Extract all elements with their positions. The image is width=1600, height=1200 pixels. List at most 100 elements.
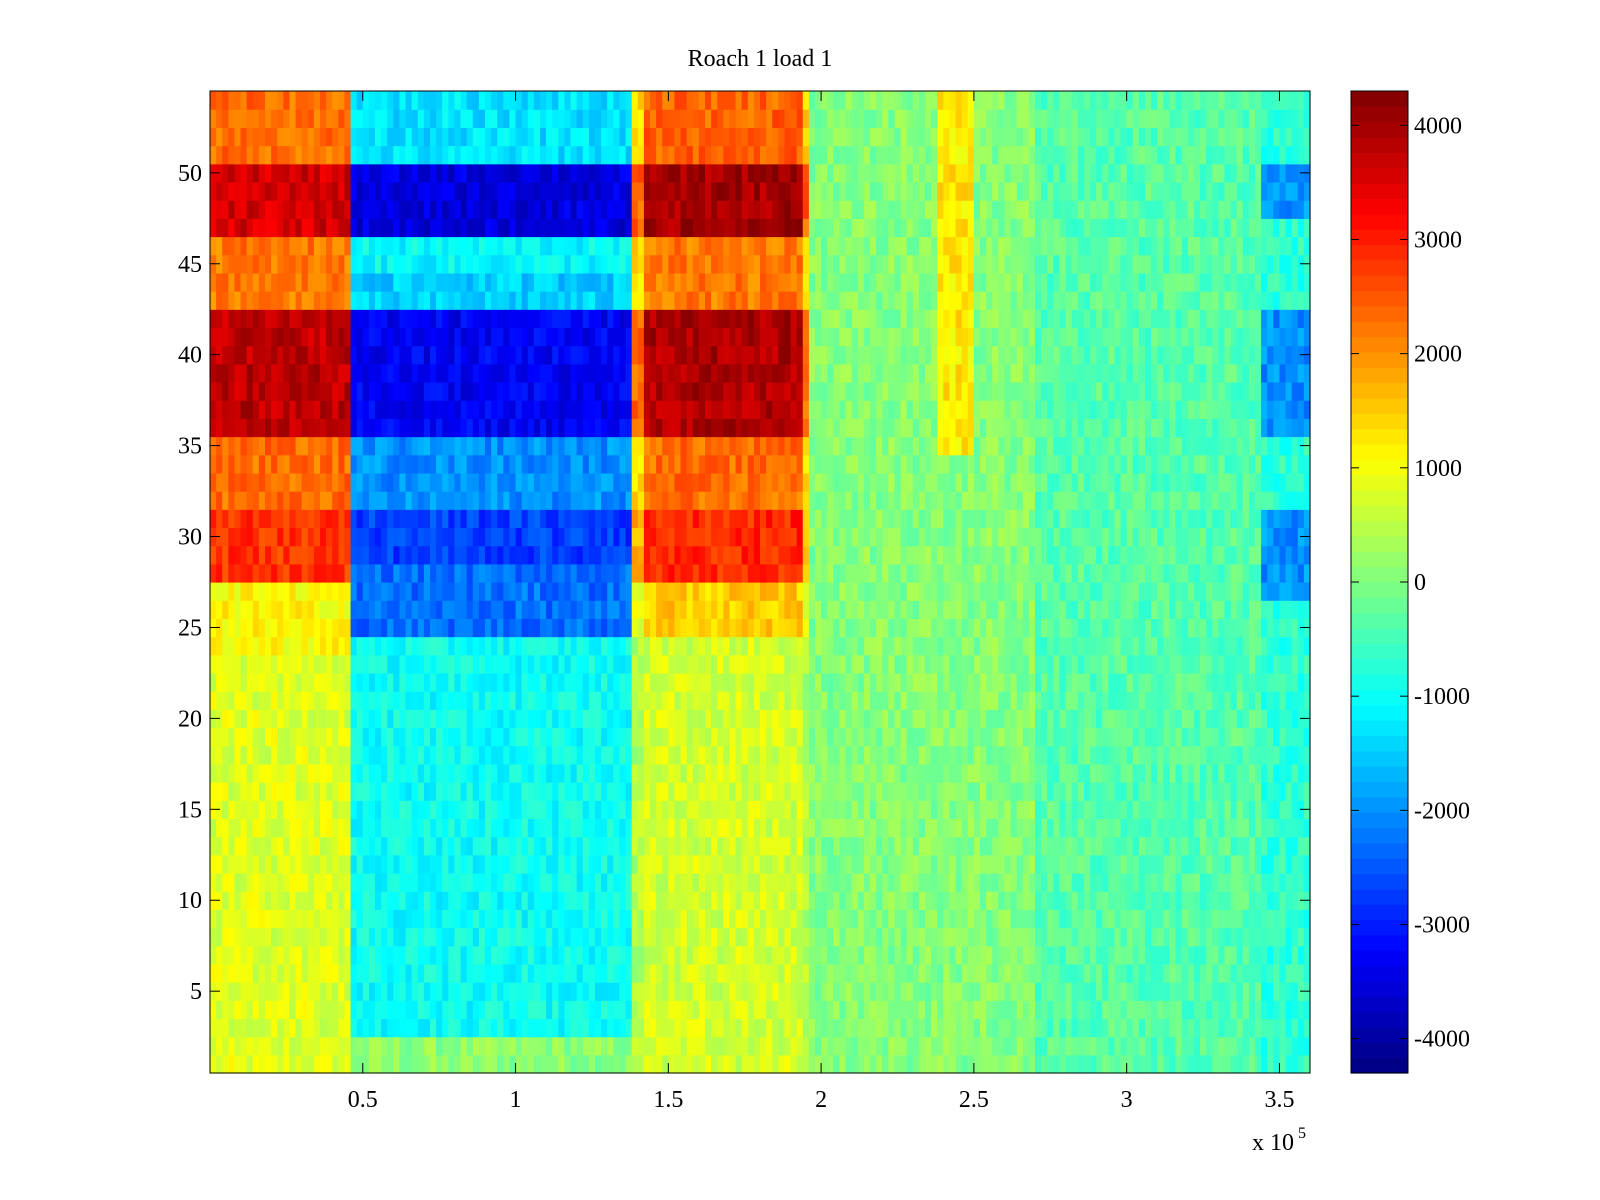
heatmap-cell xyxy=(1261,872,1268,892)
heatmap-cell xyxy=(1090,582,1097,601)
heatmap-cell xyxy=(815,854,822,874)
heatmap-cell xyxy=(1102,727,1109,747)
heatmap-cell xyxy=(466,818,474,838)
heatmap-cell xyxy=(283,709,291,729)
heatmap-cell xyxy=(1090,963,1097,983)
heatmap-cell xyxy=(222,872,229,892)
heatmap-cell xyxy=(338,1000,346,1020)
heatmap-cell xyxy=(711,563,718,583)
heatmap-cell xyxy=(674,654,682,674)
heatmap-cell xyxy=(1053,672,1061,692)
heatmap-cell xyxy=(313,782,321,801)
heatmap-cell xyxy=(772,727,779,747)
heatmap-cell xyxy=(1255,745,1262,765)
heatmap-cell xyxy=(1077,763,1085,783)
heatmap-cell xyxy=(1016,709,1024,729)
heatmap-cell xyxy=(717,582,724,601)
heatmap-cell xyxy=(222,1054,229,1074)
heatmap-cell xyxy=(906,854,914,874)
heatmap-cell xyxy=(821,927,828,947)
heatmap-cell xyxy=(961,909,969,929)
heatmap-cell xyxy=(1132,782,1140,801)
heatmap-cell xyxy=(540,800,547,820)
heatmap-cell xyxy=(686,854,694,874)
heatmap-cell xyxy=(521,563,529,583)
heatmap-cell xyxy=(906,672,914,692)
heatmap-cell xyxy=(1114,872,1122,892)
heatmap-cell xyxy=(1065,1036,1073,1056)
heatmap-cell xyxy=(289,1018,297,1038)
heatmap-cell xyxy=(857,963,865,983)
heatmap-cell xyxy=(564,1018,572,1038)
heatmap-cell xyxy=(289,872,297,892)
heatmap-cell xyxy=(1279,654,1287,674)
heatmap-cell xyxy=(466,909,474,929)
heatmap-cell xyxy=(802,818,810,838)
heatmap-cell xyxy=(980,782,987,801)
heatmap-cell xyxy=(332,691,339,710)
heatmap-cell xyxy=(1071,691,1079,710)
heatmap-cell xyxy=(918,963,926,983)
heatmap-cell xyxy=(1047,654,1054,674)
heatmap-cell xyxy=(216,909,223,929)
heatmap-cell xyxy=(1248,763,1256,783)
heatmap-cell xyxy=(1187,654,1195,674)
heatmap-cell xyxy=(332,836,339,856)
heatmap-cell xyxy=(656,963,663,983)
heatmap-cell xyxy=(582,854,590,874)
heatmap-cell xyxy=(301,927,309,947)
heatmap-cell xyxy=(668,727,676,747)
heatmap-cell xyxy=(980,654,987,674)
heatmap-cell xyxy=(1035,745,1042,765)
heatmap-cell xyxy=(967,1036,975,1056)
heatmap-cell xyxy=(857,654,865,674)
heatmap-cell xyxy=(1047,709,1054,729)
heatmap-cell xyxy=(1096,727,1103,747)
heatmap-cell xyxy=(1041,1036,1048,1056)
heatmap-cell xyxy=(674,872,682,892)
heatmap-cell xyxy=(827,1000,834,1020)
heatmap-cell xyxy=(356,1000,364,1020)
heatmap-cell xyxy=(472,691,480,710)
heatmap-cell xyxy=(619,600,627,619)
heatmap-cell xyxy=(662,1000,669,1020)
heatmap-cell xyxy=(876,582,883,601)
heatmap-cell xyxy=(741,745,749,765)
heatmap-cell xyxy=(1169,1000,1177,1020)
heatmap-cell xyxy=(582,927,590,947)
heatmap-cell xyxy=(1261,618,1268,638)
heatmap-cell xyxy=(717,854,724,874)
heatmap-cell xyxy=(839,600,847,619)
heatmap-cell xyxy=(1163,709,1171,729)
heatmap-cell xyxy=(857,1036,865,1056)
heatmap-cell xyxy=(521,636,529,656)
heatmap-cell xyxy=(961,854,969,874)
heatmap-cell xyxy=(1181,982,1189,1001)
heatmap-cell xyxy=(613,1018,621,1038)
heatmap-cell xyxy=(558,818,566,838)
heatmap-cell xyxy=(258,709,266,729)
heatmap-cell xyxy=(442,909,449,929)
heatmap-cell xyxy=(741,636,749,656)
heatmap-cell xyxy=(576,782,584,801)
heatmap-cell xyxy=(845,909,853,929)
heatmap-cell xyxy=(735,745,743,765)
heatmap-cell xyxy=(320,891,327,910)
heatmap-cell xyxy=(399,654,407,674)
heatmap-cell xyxy=(399,672,407,692)
heatmap-cell xyxy=(375,891,382,910)
heatmap-cell xyxy=(552,782,559,801)
heatmap-cell xyxy=(552,982,559,1001)
heatmap-cell xyxy=(851,618,859,638)
heatmap-cell xyxy=(503,763,511,783)
heatmap-cell xyxy=(1291,1018,1299,1038)
heatmap-cell xyxy=(307,672,315,692)
heatmap-cell xyxy=(521,727,529,747)
heatmap-cell xyxy=(1016,582,1024,601)
heatmap-cell xyxy=(643,927,651,947)
heatmap-cell xyxy=(527,945,535,965)
heatmap-cell xyxy=(1132,891,1140,910)
heatmap-cell xyxy=(894,582,902,601)
heatmap-cell xyxy=(796,963,804,983)
heatmap-cell xyxy=(283,1000,291,1020)
